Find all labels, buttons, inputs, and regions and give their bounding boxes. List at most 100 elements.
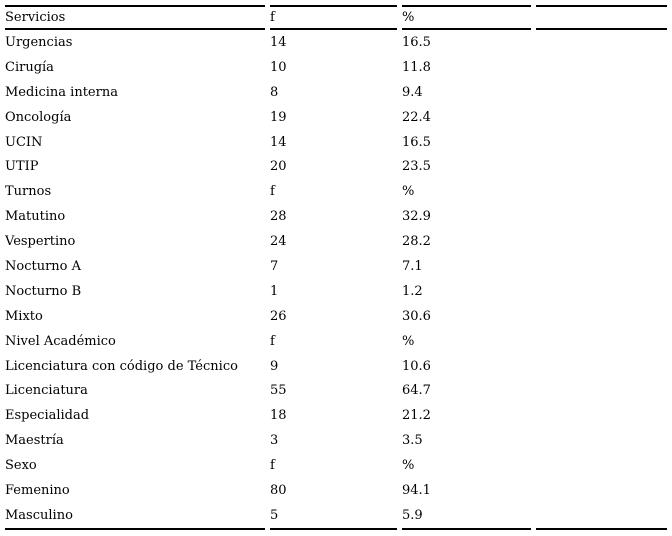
- row-percent-cell: 16.5: [402, 134, 431, 150]
- table-row: Oncología 19 22.4: [5, 105, 667, 130]
- row-frequency-cell: 26: [270, 308, 287, 324]
- row-frequency-cell: f: [270, 184, 275, 200]
- table-row: Masculino 5 5.9: [5, 503, 667, 530]
- section-header-row: Sexo f%: [5, 453, 667, 478]
- row-empty-cell: [536, 229, 667, 254]
- row-percent-cell: %: [402, 333, 415, 349]
- row-frequency-cell: 55: [270, 383, 287, 399]
- table-row: UTIP 20 23.5: [5, 154, 667, 179]
- row-frequency-cell: 80: [270, 482, 287, 498]
- row-label-cell: Oncología: [5, 109, 72, 125]
- row-percent-cell: %: [402, 184, 415, 200]
- row-empty-cell: [536, 130, 667, 155]
- row-percent-cell: 21.2: [402, 408, 431, 424]
- row-frequency-cell: f: [270, 333, 275, 349]
- row-frequency-cell: 10: [270, 59, 287, 75]
- row-percent-cell: 32.9: [402, 209, 431, 225]
- row-label-cell: UCIN: [5, 134, 43, 150]
- row-empty-cell: [536, 204, 667, 229]
- row-frequency-cell: 3: [270, 433, 279, 449]
- row-frequency-cell: 14: [270, 134, 287, 150]
- row-percent-cell: 94.1: [402, 482, 431, 498]
- row-label-cell: Matutino: [5, 209, 66, 225]
- row-empty-cell: [536, 453, 667, 478]
- row-label-cell: Maestría: [5, 433, 64, 449]
- row-empty-cell: [536, 503, 667, 530]
- row-empty-cell: [536, 105, 667, 130]
- row-empty-cell: [536, 30, 667, 55]
- row-empty-cell: [536, 254, 667, 279]
- row-empty-cell: [536, 354, 667, 379]
- row-frequency-cell: 18: [270, 408, 287, 424]
- row-percent-cell: 5.9: [402, 503, 531, 530]
- row-percent-cell: 3.5: [402, 433, 423, 449]
- table-header-row: Servicios f %: [5, 5, 667, 30]
- row-label-cell: Licenciatura con código de Técnico: [5, 358, 238, 374]
- row-frequency-cell: 5: [270, 503, 397, 530]
- row-percent-cell: %: [402, 458, 415, 474]
- row-label-cell: Urgencias: [5, 34, 73, 50]
- header-cell-frequency: f: [270, 5, 397, 30]
- row-label-cell: Sexo: [5, 458, 37, 474]
- row-percent-cell: 23.5: [402, 159, 431, 175]
- table-row: Nocturno A 7 7.1: [5, 254, 667, 279]
- row-percent-cell: 9.4: [402, 84, 423, 100]
- row-label-cell: Femenino: [5, 482, 70, 498]
- header-cell-servicios: Servicios: [5, 5, 265, 30]
- row-empty-cell: [536, 378, 667, 403]
- row-percent-cell: 28.2: [402, 234, 431, 250]
- section-header-row: Nivel Académico f%: [5, 329, 667, 354]
- row-empty-cell: [536, 428, 667, 453]
- table-row: Licenciatura con código de Técnico 9 10.6: [5, 354, 667, 379]
- row-frequency-cell: 7: [270, 258, 279, 274]
- row-frequency-cell: 9: [270, 358, 279, 374]
- row-empty-cell: [536, 279, 667, 304]
- row-empty-cell: [536, 478, 667, 503]
- row-frequency-cell: 14: [270, 34, 287, 50]
- table-row: UCIN 14 16.5: [5, 130, 667, 155]
- table-row: Maestría 3 3.5: [5, 428, 667, 453]
- row-label-cell: Vespertino: [5, 234, 76, 250]
- row-frequency-cell: f: [270, 458, 275, 474]
- table-row: Especialidad 18 21.2: [5, 403, 667, 428]
- row-label-cell: Nivel Académico: [5, 333, 116, 349]
- table-row: Medicina interna 8 9.4: [5, 80, 667, 105]
- row-percent-cell: 16.5: [402, 34, 431, 50]
- table-row: Urgencias 14 16.5: [5, 30, 667, 55]
- table-row: Vespertino 24 28.2: [5, 229, 667, 254]
- row-label-cell: Cirugía: [5, 59, 54, 75]
- row-label-cell: Mixto: [5, 308, 43, 324]
- table-row: Nocturno B 1 1.2: [5, 279, 667, 304]
- table-row: Cirugía 10 11.8: [5, 55, 667, 80]
- table-row: Licenciatura 55 64.7: [5, 378, 667, 403]
- header-cell-percent: %: [402, 5, 531, 30]
- row-percent-cell: 64.7: [402, 383, 431, 399]
- row-label-cell: Especialidad: [5, 408, 90, 424]
- row-percent-cell: 30.6: [402, 308, 431, 324]
- table-row: Mixto 26 30.6: [5, 304, 667, 329]
- row-percent-cell: 7.1: [402, 258, 423, 274]
- row-percent-cell: 10.6: [402, 358, 431, 374]
- row-percent-cell: 22.4: [402, 109, 431, 125]
- row-frequency-cell: 24: [270, 234, 287, 250]
- table-body: Urgencias 14 16.5 Cirugía 10 11.8 Medicina int…: [5, 30, 667, 530]
- table-row: Matutino 28 32.9: [5, 204, 667, 229]
- row-label-cell: Turnos: [5, 184, 52, 200]
- row-empty-cell: [536, 154, 667, 179]
- row-empty-cell: [536, 179, 667, 204]
- row-empty-cell: [536, 80, 667, 105]
- row-empty-cell: [536, 304, 667, 329]
- row-label-cell: Medicina interna: [5, 84, 118, 100]
- row-label-cell: Nocturno B: [5, 283, 82, 299]
- row-empty-cell: [536, 403, 667, 428]
- row-frequency-cell: 28: [270, 209, 287, 225]
- row-label-cell: Licenciatura: [5, 383, 88, 399]
- section-header-row: Turnos f%: [5, 179, 667, 204]
- row-label-cell: Masculino: [5, 503, 265, 530]
- row-empty-cell: [536, 329, 667, 354]
- row-frequency-cell: 8: [270, 84, 279, 100]
- row-label-cell: Nocturno A: [5, 258, 82, 274]
- header-cell-empty: [536, 5, 667, 30]
- row-label-cell: UTIP: [5, 159, 39, 175]
